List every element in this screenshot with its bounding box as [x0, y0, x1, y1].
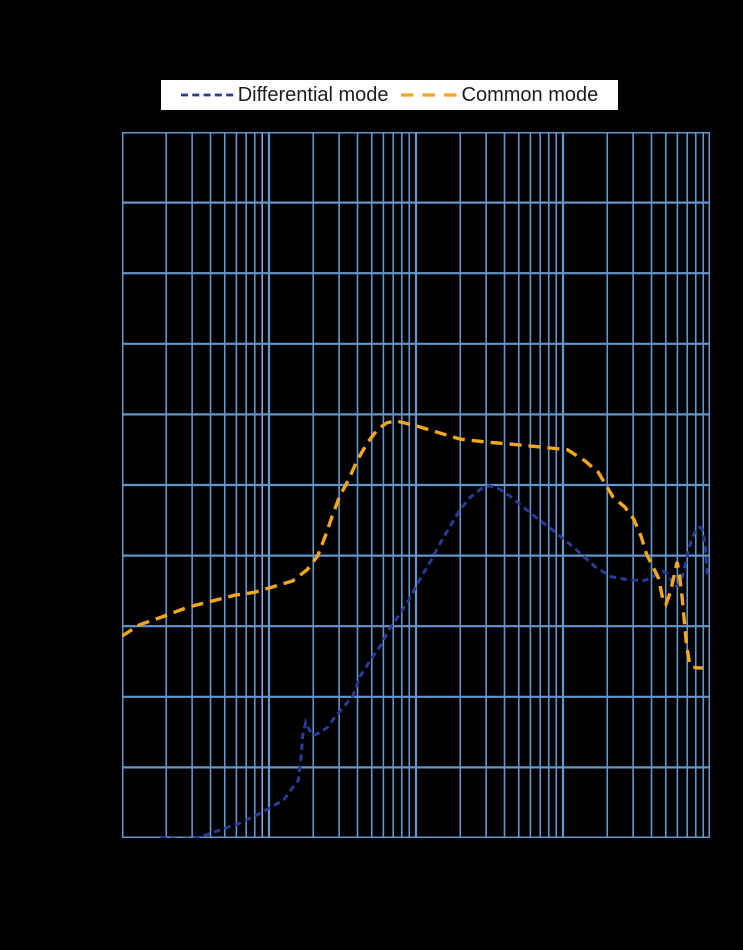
legend-label-differential: Differential mode [237, 84, 389, 106]
legend-swatch-differential-dash-icon [180, 93, 234, 97]
legend-swatch-common-dash-icon [400, 93, 458, 97]
legend: Differential mode Common mode [161, 80, 618, 110]
plot-svg [122, 132, 710, 838]
legend-label-common: Common mode [461, 84, 599, 106]
plot-area [122, 132, 710, 838]
legend-item-differential-mode: Differential mode [180, 84, 389, 106]
legend-item-common-mode: Common mode [400, 84, 599, 106]
series-common-mode [122, 419, 703, 670]
series-differential-mode [160, 484, 710, 838]
